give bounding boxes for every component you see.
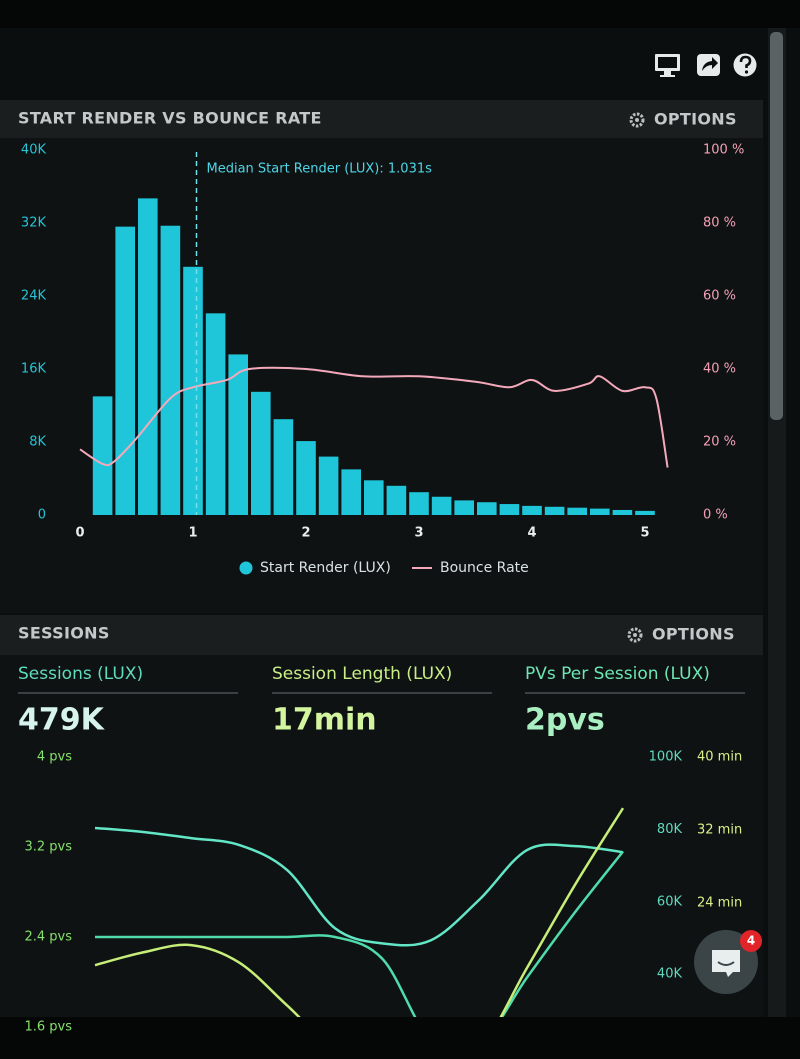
y3-tick-label: 40 min [697, 750, 742, 765]
chat-badge: 4 [747, 934, 755, 948]
y2-tick-label: 0 % [703, 508, 728, 523]
options-button[interactable]: OPTIONS [652, 625, 735, 644]
y2-tick-label: 100K [649, 750, 683, 765]
bar [635, 510, 655, 515]
session-line [95, 850, 624, 1017]
kpi-label: Session Length (LUX) [272, 664, 452, 684]
panel-body [0, 655, 763, 1017]
panel-header [0, 615, 763, 655]
gear-icon[interactable] [629, 112, 645, 128]
bar [567, 507, 587, 515]
gear-icon[interactable] [627, 627, 643, 643]
kpi-value: 2pvs [525, 703, 605, 738]
y2-tick-label: 80K [657, 822, 683, 837]
panel-title: START RENDER VS BOUNCE RATE [18, 109, 322, 128]
bar [296, 441, 316, 515]
bar [318, 456, 339, 515]
y3-tick-label: 24 min [697, 896, 742, 911]
y-tick-label: 0 [38, 508, 46, 523]
y-tick-label: 8K [29, 435, 46, 450]
bar [183, 266, 203, 515]
plot-area [94, 807, 625, 1017]
x-tick-label: 5 [640, 526, 649, 541]
legend-label: Start Render (LUX) [260, 560, 391, 576]
chat-button[interactable] [694, 930, 762, 994]
bar [499, 504, 520, 515]
session-line [94, 826, 624, 947]
bar [115, 226, 135, 515]
scroll-thumb[interactable] [770, 32, 783, 420]
x-tick-label: 2 [301, 526, 310, 541]
session-line [94, 807, 625, 1017]
bar [251, 391, 271, 515]
bar [160, 225, 181, 516]
help-icon[interactable] [733, 53, 757, 77]
x-tick-label: 4 [527, 526, 536, 541]
legend-swatch [239, 561, 253, 575]
y-tick-label: 40K [21, 143, 47, 158]
y-tick-label: 2.4 pvs [24, 930, 72, 945]
top-bezel [0, 0, 800, 28]
y2-tick-label: 60K [657, 894, 683, 909]
y-tick-label: 3.2 pvs [24, 840, 72, 855]
y2-tick-label: 60 % [703, 289, 736, 304]
y-tick-label: 32K [21, 216, 47, 231]
kpi-label: PVs Per Session (LUX) [525, 664, 710, 684]
y-tick-label: 4 pvs [37, 750, 72, 765]
panel-body [0, 138, 763, 613]
bottom-bezel [0, 1017, 800, 1059]
bar [409, 492, 429, 515]
y2-tick-label: 40K [657, 967, 683, 982]
monitor-icon[interactable] [655, 54, 680, 77]
y2-tick-label: 80 % [703, 216, 736, 231]
bar [386, 485, 407, 515]
options-button[interactable]: OPTIONS [654, 110, 737, 129]
bounce-line [79, 366, 669, 468]
bar [92, 396, 113, 515]
kpi-value: 479K [18, 703, 106, 738]
bar [364, 480, 384, 515]
share-icon[interactable] [697, 54, 720, 76]
y-tick-label: 16K [21, 362, 47, 377]
bar [590, 508, 610, 515]
bar [454, 500, 474, 515]
bar [341, 469, 361, 515]
y2-tick-label: 40 % [703, 362, 736, 377]
bar [544, 506, 565, 515]
y2-tick-label: 100 % [703, 143, 744, 158]
x-tick-label: 1 [188, 526, 197, 541]
kpi-value: 17min [272, 703, 377, 738]
x-tick-label: 0 [75, 526, 84, 541]
charts: 0 8K 16K 24K 32K 40K 0 % 20 % 40 % 60 % 80 % 100 % 0… [18, 143, 745, 1035]
bar [138, 198, 158, 516]
y3-tick-label: 32 min [697, 823, 742, 838]
panel-title: SESSIONS [18, 624, 110, 643]
bar [431, 496, 452, 515]
y2-tick-label: 20 % [703, 435, 736, 450]
bar [522, 505, 542, 515]
bar [205, 313, 226, 515]
legend-label: Bounce Rate [440, 560, 529, 576]
kpi-label: Sessions (LUX) [18, 664, 143, 684]
bar [273, 419, 294, 515]
x-tick-label: 3 [414, 526, 423, 541]
bar [612, 509, 633, 515]
y-tick-label: 1.6 pvs [24, 1020, 72, 1035]
y-tick-label: 24K [21, 289, 47, 304]
bar [477, 502, 497, 515]
median-label: Median Start Render (LUX): 1.031s [207, 162, 433, 177]
bar [228, 354, 248, 515]
